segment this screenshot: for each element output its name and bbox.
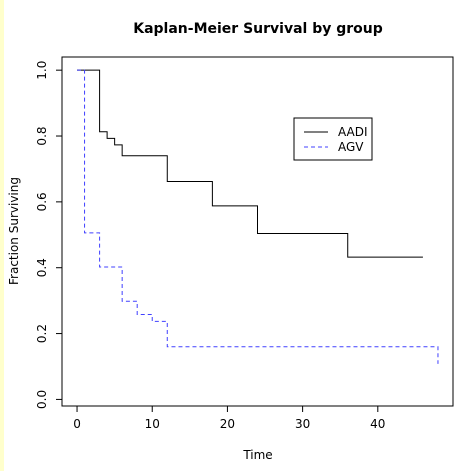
plot-frame <box>61 56 454 407</box>
y-axis: 0.0 0.2 0.4 0.6 0.8 1.0 <box>35 61 62 409</box>
series-line-agv <box>77 69 439 364</box>
y-axis-label: Fraction Surviving <box>7 177 21 285</box>
legend-label-agv: AGV <box>338 140 364 154</box>
y-tick-label: 1.0 <box>35 61 49 80</box>
chart-title: Kaplan-Meier Survival by group <box>133 21 383 37</box>
y-tick-label: 0.8 <box>35 126 49 145</box>
x-tick-label: 0 <box>73 417 81 431</box>
x-tick-label: 20 <box>220 417 235 431</box>
legend-box <box>293 117 373 161</box>
y-tick-label: 0.4 <box>35 258 49 277</box>
x-tick-label: 10 <box>145 417 160 431</box>
y-tick-label: 0.6 <box>35 192 49 211</box>
x-axis-label: Time <box>242 448 272 462</box>
x-tick-label: 30 <box>295 417 310 431</box>
x-axis: 0 10 20 30 40 <box>73 406 385 431</box>
x-tick-label: 40 <box>370 417 385 431</box>
series-layer <box>77 69 439 364</box>
legend: AADI AGV <box>293 117 373 161</box>
y-tick-label: 0.0 <box>35 390 49 409</box>
series-line-aadi <box>77 69 423 258</box>
y-tick-label: 0.2 <box>35 324 49 343</box>
legend-label-aadi: AADI <box>338 125 368 139</box>
left-edge-strip <box>0 0 4 471</box>
